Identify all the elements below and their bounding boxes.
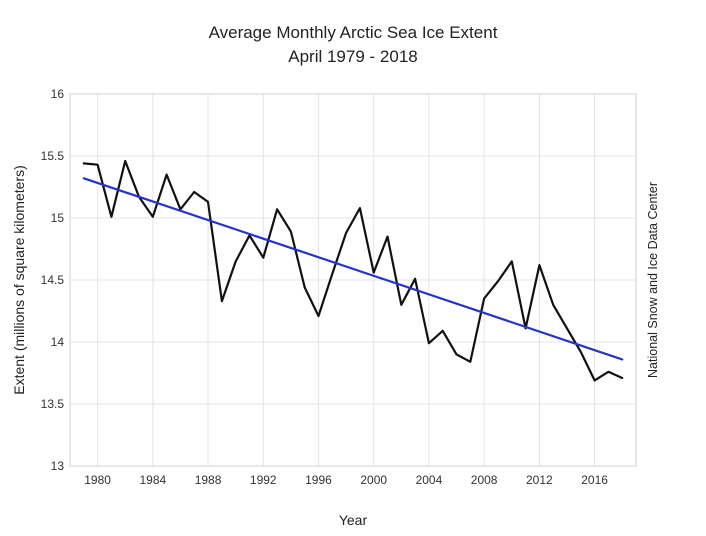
data-point xyxy=(414,278,416,280)
data-point xyxy=(166,174,168,176)
data-point xyxy=(621,377,623,379)
data-point xyxy=(483,298,485,300)
x-tick-label: 1996 xyxy=(305,473,332,487)
data-point xyxy=(373,271,375,274)
plot-frame xyxy=(69,93,637,467)
data-point xyxy=(593,379,596,382)
data-point xyxy=(511,260,513,262)
y-tick-label: 14.5 xyxy=(41,273,65,287)
data-point xyxy=(552,304,554,306)
data-point xyxy=(317,315,320,317)
data-point xyxy=(442,330,444,332)
x-tick-label: 2004 xyxy=(416,473,443,487)
data-point xyxy=(235,260,237,262)
data-point xyxy=(607,371,609,373)
x-tick-label: 2016 xyxy=(581,473,608,487)
chart-subtitle: April 1979 - 2018 xyxy=(288,47,417,66)
data-point xyxy=(124,160,126,162)
y-axis-label: Extent (millions of square kilometers) xyxy=(11,165,27,395)
x-axis-label: Year xyxy=(339,512,368,528)
chart-title: Average Monthly Arctic Sea Ice Extent xyxy=(209,23,498,42)
data-point xyxy=(566,327,568,329)
data-point xyxy=(497,280,499,282)
data-point xyxy=(580,351,582,353)
x-tick-label: 2000 xyxy=(360,473,387,487)
x-tick-labels: 1980 1984 1988 1992 1996 2000 2004 2008 2012 2016 xyxy=(84,473,608,487)
data-point xyxy=(304,286,306,289)
y-tick-label: 15.5 xyxy=(41,149,65,163)
data-point xyxy=(221,300,223,302)
x-tick-label: 1984 xyxy=(139,473,166,487)
data-point xyxy=(97,164,99,166)
x-tick-label: 1992 xyxy=(250,473,277,487)
data-point xyxy=(359,207,361,209)
april-extent-line xyxy=(82,159,624,382)
x-tick-label: 1988 xyxy=(195,473,222,487)
y-tick-label: 15 xyxy=(51,211,65,225)
data-point xyxy=(276,208,278,210)
grid-lines xyxy=(70,94,636,466)
data-point xyxy=(290,231,292,233)
credit-text: National Snow and Ice Data Center xyxy=(646,182,660,378)
x-tick-label: 2008 xyxy=(471,473,498,487)
data-point xyxy=(83,162,85,165)
x-tick-label: 2012 xyxy=(526,473,553,487)
data-point xyxy=(469,361,471,363)
y-tick-label: 13 xyxy=(51,459,65,473)
x-tick-label: 1980 xyxy=(84,473,111,487)
data-point xyxy=(110,216,113,218)
y-tick-label: 16 xyxy=(51,87,65,101)
data-series xyxy=(82,159,624,382)
y-tick-label: 13.5 xyxy=(41,397,65,411)
data-point xyxy=(207,201,209,203)
data-point xyxy=(428,342,430,344)
data-point xyxy=(400,304,402,306)
data-point xyxy=(331,273,333,275)
trend-line xyxy=(82,177,624,361)
data-point xyxy=(152,216,154,218)
y-tick-label: 14 xyxy=(51,335,65,349)
data-point xyxy=(386,236,389,238)
data-point xyxy=(262,257,264,259)
data-point xyxy=(455,353,458,355)
y-tick-labels: 13 13.5 14 14.5 15 15.5 16 xyxy=(41,87,65,473)
data-point xyxy=(345,232,347,234)
data-point xyxy=(538,264,540,266)
data-point xyxy=(193,191,195,193)
